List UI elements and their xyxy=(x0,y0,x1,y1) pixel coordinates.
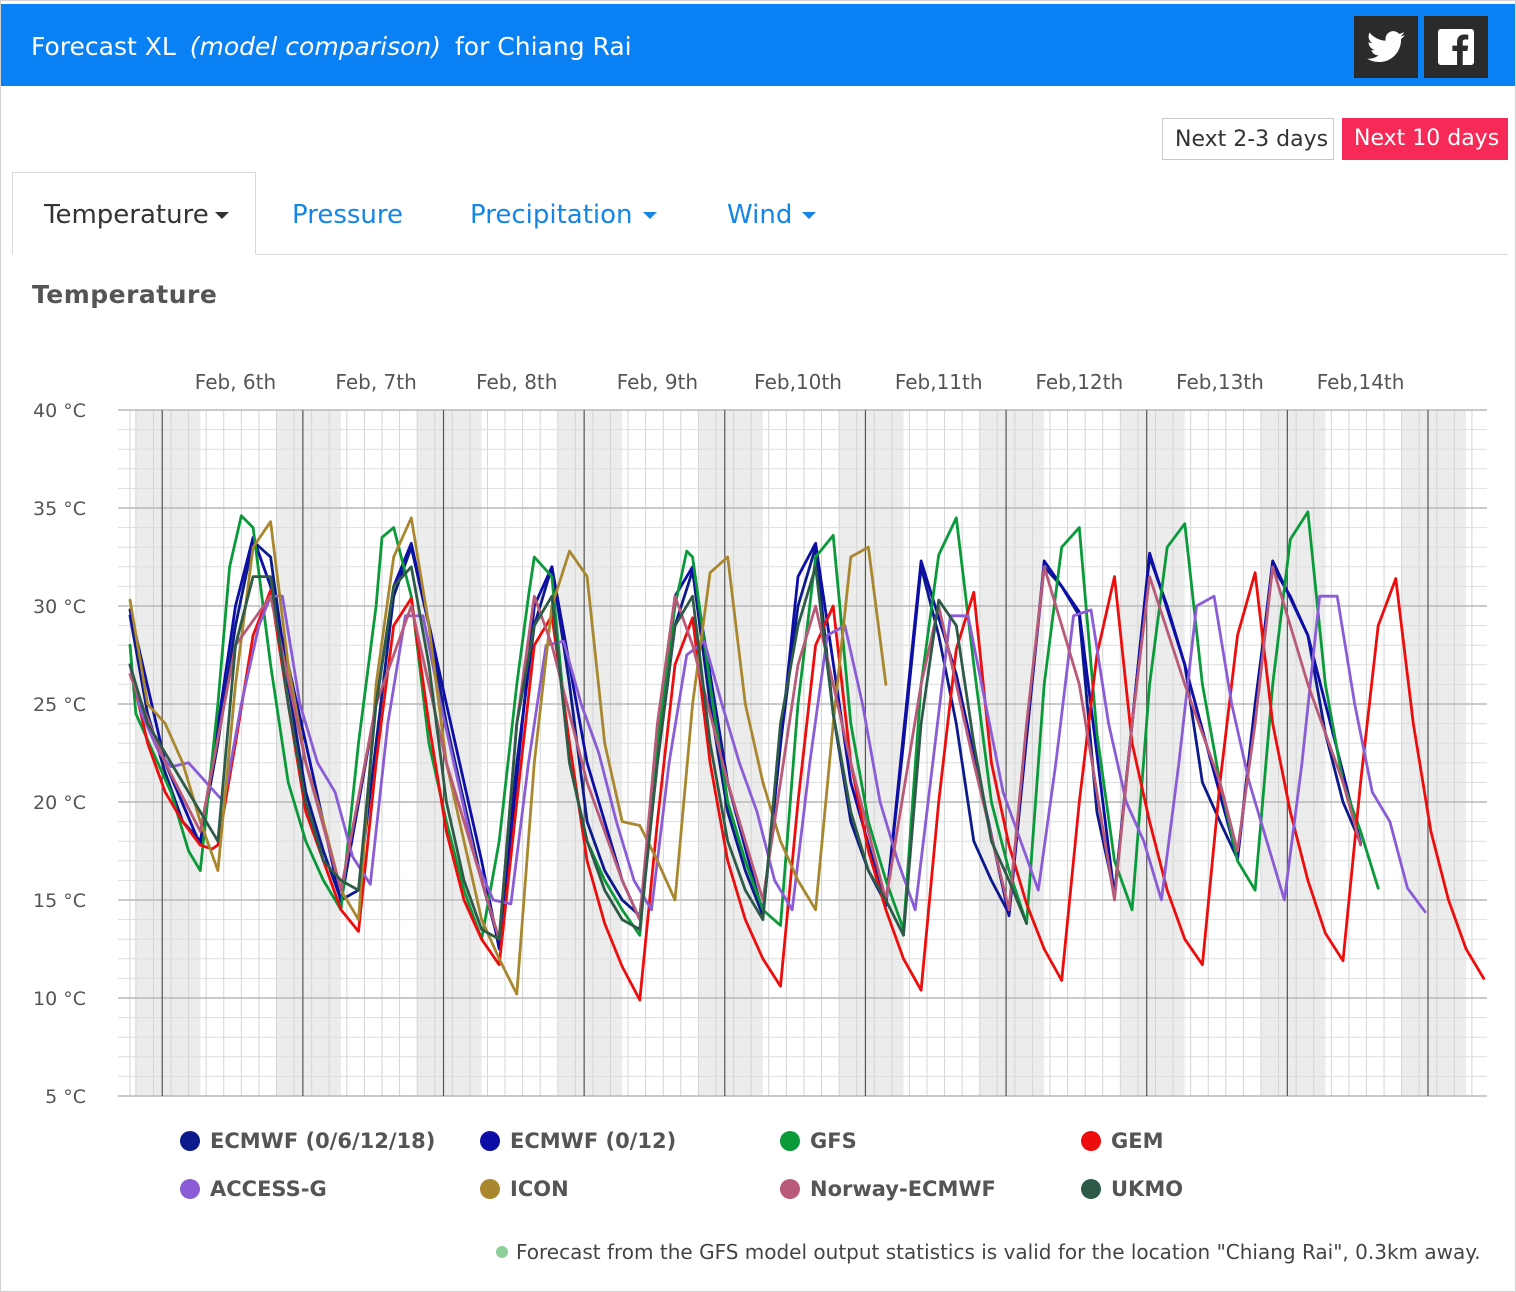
legend-label: ICON xyxy=(510,1177,569,1201)
tab-pressure[interactable]: Pressure xyxy=(292,180,403,254)
night-band xyxy=(135,410,201,1096)
night-shading xyxy=(135,410,1467,1096)
series-line-icon xyxy=(128,516,888,996)
tabs-divider xyxy=(12,254,1508,255)
night-band xyxy=(1120,410,1185,1096)
legend-marker xyxy=(180,1179,200,1199)
legend-icon[interactable]: ICON xyxy=(480,1177,569,1201)
legend-marker xyxy=(480,1179,500,1199)
legend-label: ECMWF (0/6/12/18) xyxy=(210,1129,436,1153)
tab-wind-label: Wind xyxy=(727,200,793,230)
night-band xyxy=(1401,410,1467,1096)
legend-ukmo[interactable]: UKMO xyxy=(1081,1177,1183,1201)
legend-gfs[interactable]: GFS xyxy=(780,1129,857,1153)
y-tick-label: 30 °C xyxy=(33,596,86,618)
legend-marker xyxy=(780,1179,800,1199)
legend-marker xyxy=(480,1131,500,1151)
tab-wind[interactable]: Wind xyxy=(727,180,817,254)
day-label: Feb,12th xyxy=(1035,370,1123,394)
tab-precipitation[interactable]: Precipitation xyxy=(470,180,657,254)
y-tick-label: 5 °C xyxy=(45,1086,86,1108)
legend-ecmwf-0-6-12-18[interactable]: ECMWF (0/6/12/18) xyxy=(180,1129,435,1153)
day-label: Feb,11th xyxy=(895,370,983,394)
tab-precipitation-label: Precipitation xyxy=(470,200,633,230)
title-prefix: Forecast XL xyxy=(31,32,176,61)
legend-ecmwf-0-12[interactable]: ECMWF (0/12) xyxy=(480,1129,676,1153)
temperature-chart: 40 °C35 °C30 °C25 °C20 °C15 °C10 °C5 °C … xyxy=(33,370,1487,1108)
series-line-norway-ecmwf xyxy=(128,565,1362,941)
day-label: Feb, 6th xyxy=(195,370,276,394)
series-line-gem xyxy=(128,571,1486,1002)
night-band xyxy=(417,410,482,1096)
tab-temperature[interactable]: Temperature xyxy=(12,172,256,255)
legend-marker xyxy=(780,1131,800,1151)
facebook-button[interactable] xyxy=(1424,16,1488,78)
legend-label: Norway-ECMWF xyxy=(810,1177,996,1201)
facebook-icon xyxy=(1438,29,1474,65)
y-tick-label: 40 °C xyxy=(33,400,86,422)
series-line-access-g xyxy=(128,594,1427,914)
day-label: Feb, 8th xyxy=(476,370,557,394)
day-label: Feb,10th xyxy=(754,370,842,394)
title-suffix: for Chiang Rai xyxy=(454,32,632,61)
day-label: Feb,14th xyxy=(1317,370,1405,394)
legend-label: ACCESS-G xyxy=(210,1177,327,1201)
legend-label: GEM xyxy=(1111,1129,1164,1153)
legend-marker xyxy=(180,1131,200,1151)
legend-access-g[interactable]: ACCESS-G xyxy=(180,1177,327,1201)
y-axis-labels: 40 °C 35 °C 30 °C 25 °C 20 °C 15 °C 10 °C 5 °C xyxy=(33,400,86,1108)
y-tick-label: 10 °C xyxy=(33,988,86,1010)
chevron-down-icon xyxy=(642,212,657,219)
footnote-text: Forecast from the GFS model output stati… xyxy=(516,1240,1481,1264)
next-2-3-days-button[interactable]: Next 2-3 days xyxy=(1162,118,1334,160)
y-tick-label: 20 °C xyxy=(33,792,86,814)
page-title: Forecast XL (model comparison) for Chian… xyxy=(31,32,632,61)
legend-gem[interactable]: GEM xyxy=(1081,1129,1163,1153)
legend-label: UKMO xyxy=(1111,1177,1184,1201)
legend-norway-ecmwf[interactable]: Norway-ECMWF xyxy=(780,1177,996,1201)
night-band xyxy=(1260,410,1326,1096)
vertical-grid xyxy=(129,410,1473,1096)
tab-pressure-label: Pressure xyxy=(292,200,404,230)
legend-label: ECMWF (0/12) xyxy=(510,1129,677,1153)
twitter-button[interactable] xyxy=(1354,16,1418,78)
series-line-gfs xyxy=(128,510,1380,941)
next-10-days-button[interactable]: Next 10 days xyxy=(1342,118,1508,160)
legend-marker xyxy=(1081,1131,1101,1151)
footnote-dot-icon xyxy=(496,1246,508,1258)
footnote: Forecast from the GFS model output stati… xyxy=(496,1240,1481,1264)
header-bar: Forecast XL (model comparison) for Chian… xyxy=(1,4,1515,86)
y-tick-label: 35 °C xyxy=(33,498,86,520)
day-label: Feb, 9th xyxy=(617,370,698,394)
legend-label: GFS xyxy=(810,1129,857,1153)
title-italic: (model comparison) xyxy=(189,32,442,61)
twitter-icon xyxy=(1367,31,1405,63)
legend-marker xyxy=(1081,1179,1101,1199)
chevron-down-icon xyxy=(802,212,817,219)
section-title: Temperature xyxy=(32,280,218,309)
y-tick-label: 25 °C xyxy=(33,694,86,716)
day-label: Feb, 7th xyxy=(335,370,416,394)
day-labels: Feb, 6th Feb, 7th Feb, 8th Feb, 9th Feb,10th… xyxy=(195,370,1405,394)
series-lines xyxy=(128,510,1486,1002)
chevron-down-icon xyxy=(214,212,229,219)
y-tick-label: 15 °C xyxy=(33,890,86,912)
tab-temperature-label: Temperature xyxy=(44,200,209,230)
series-line-ukmo xyxy=(128,565,1028,941)
day-label: Feb,13th xyxy=(1176,370,1264,394)
